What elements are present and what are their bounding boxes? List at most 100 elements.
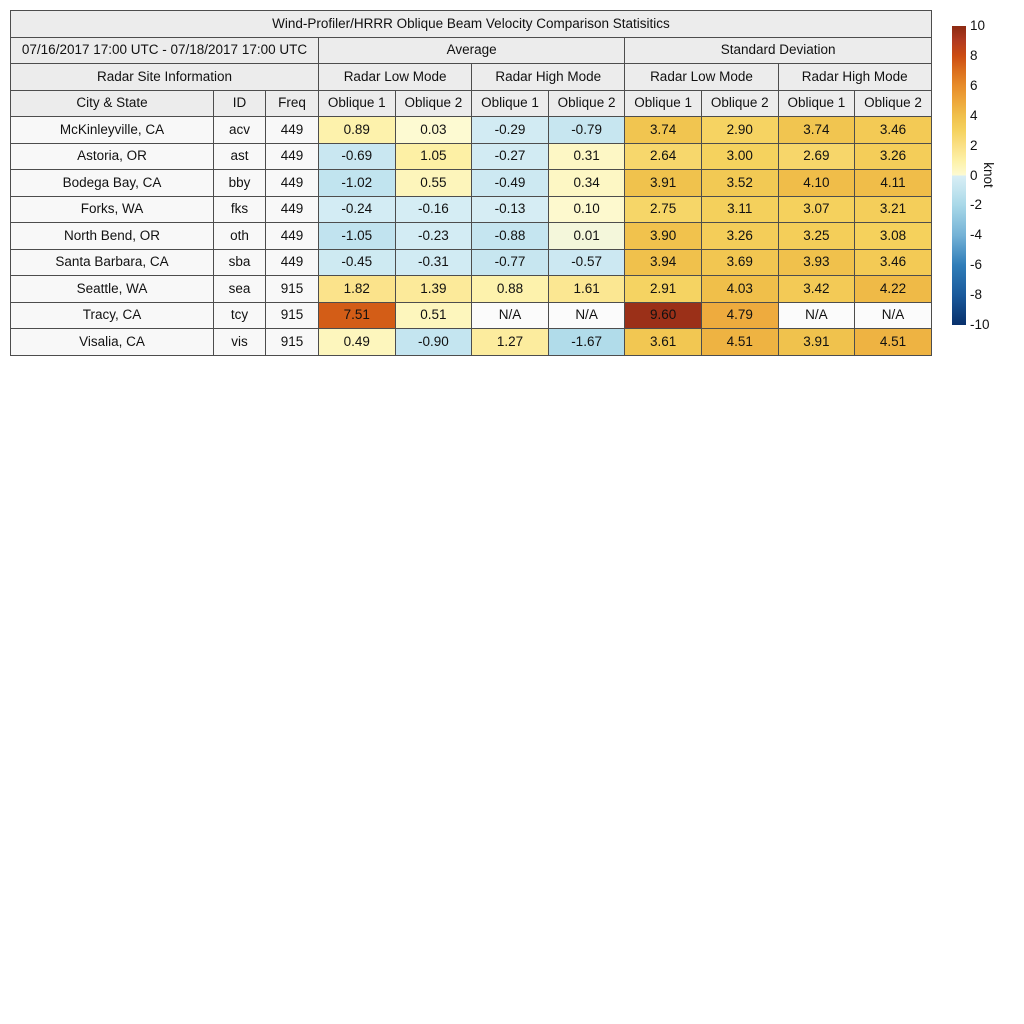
value-cell: 3.07 (778, 196, 855, 223)
column-header-freq: Freq (266, 90, 319, 117)
value-cell: 3.74 (625, 117, 702, 144)
value-cell: 3.61 (625, 329, 702, 356)
figure-canvas: Wind-Profiler/HRRR Oblique Beam Velocity… (0, 0, 1024, 1024)
city-cell: North Bend, OR (11, 223, 214, 250)
value-cell: -0.57 (548, 249, 625, 276)
colorbar (952, 26, 966, 325)
column-header-oblique-3: Oblique 1 (472, 90, 549, 117)
colorbar-tick-label: 8 (970, 48, 1010, 64)
colorbar-unit-label: knot (981, 162, 996, 188)
freq-cell: 449 (266, 249, 319, 276)
value-cell: 3.00 (701, 143, 778, 170)
value-cell: 2.90 (701, 117, 778, 144)
value-cell: 3.46 (855, 249, 932, 276)
column-header-oblique-8: Oblique 2 (855, 90, 932, 117)
colorbar-tick-label: -2 (970, 197, 1010, 213)
value-cell: 4.10 (778, 170, 855, 197)
value-cell: -1.67 (548, 329, 625, 356)
value-cell: 1.82 (319, 276, 396, 303)
value-cell: 3.91 (778, 329, 855, 356)
value-cell: 3.26 (855, 143, 932, 170)
value-cell: 0.55 (395, 170, 472, 197)
column-header-oblique-5: Oblique 1 (625, 90, 702, 117)
value-cell: 3.91 (625, 170, 702, 197)
value-cell: -0.88 (472, 223, 549, 250)
mode-header-std-low: Radar Low Mode (625, 64, 778, 91)
value-cell: 3.25 (778, 223, 855, 250)
freq-cell: 915 (266, 276, 319, 303)
value-cell: N/A (778, 302, 855, 329)
colorbar-tick-label: -10 (970, 317, 1010, 333)
mode-header-std-high: Radar High Mode (778, 64, 931, 91)
table-row: Santa Barbara, CAsba449-0.45-0.31-0.77-0… (11, 249, 932, 276)
value-cell: 1.39 (395, 276, 472, 303)
id-cell: ast (214, 143, 266, 170)
group-header-average: Average (319, 37, 625, 64)
colorbar-tick-label: -4 (970, 227, 1010, 243)
table-row: Forks, WAfks449-0.24-0.16-0.130.102.753.… (11, 196, 932, 223)
id-cell: fks (214, 196, 266, 223)
table-row: Bodega Bay, CAbby449-1.020.55-0.490.343.… (11, 170, 932, 197)
value-cell: 4.51 (855, 329, 932, 356)
column-header-oblique-4: Oblique 2 (548, 90, 625, 117)
value-cell: 0.49 (319, 329, 396, 356)
value-cell: -0.90 (395, 329, 472, 356)
city-cell: Visalia, CA (11, 329, 214, 356)
value-cell: 3.26 (701, 223, 778, 250)
value-cell: 3.69 (701, 249, 778, 276)
group-header-row: 07/16/2017 17:00 UTC - 07/18/2017 17:00 … (11, 37, 932, 64)
value-cell: -0.27 (472, 143, 549, 170)
freq-cell: 449 (266, 223, 319, 250)
freq-cell: 449 (266, 143, 319, 170)
value-cell: -1.02 (319, 170, 396, 197)
value-cell: 0.31 (548, 143, 625, 170)
value-cell: 2.91 (625, 276, 702, 303)
value-cell: 3.74 (778, 117, 855, 144)
value-cell: 4.11 (855, 170, 932, 197)
value-cell: 3.52 (701, 170, 778, 197)
value-cell: N/A (472, 302, 549, 329)
chart-title: Wind-Profiler/HRRR Oblique Beam Velocity… (11, 11, 932, 38)
mode-header-avg-high: Radar High Mode (472, 64, 625, 91)
value-cell: 0.34 (548, 170, 625, 197)
value-cell: 1.61 (548, 276, 625, 303)
value-cell: 3.94 (625, 249, 702, 276)
value-cell: -0.45 (319, 249, 396, 276)
value-cell: -0.13 (472, 196, 549, 223)
table-row: McKinleyville, CAacv4490.890.03-0.29-0.7… (11, 117, 932, 144)
column-header-city: City & State (11, 90, 214, 117)
value-cell: 0.10 (548, 196, 625, 223)
value-cell: 3.42 (778, 276, 855, 303)
value-cell: 2.75 (625, 196, 702, 223)
freq-cell: 449 (266, 170, 319, 197)
colorbar-tick-label: -8 (970, 287, 1010, 303)
value-cell: 0.51 (395, 302, 472, 329)
value-cell: 4.03 (701, 276, 778, 303)
freq-cell: 915 (266, 302, 319, 329)
value-cell: 0.01 (548, 223, 625, 250)
value-cell: 3.11 (701, 196, 778, 223)
value-cell: N/A (548, 302, 625, 329)
table-row: Tracy, CAtcy9157.510.51N/AN/A9.604.79N/A… (11, 302, 932, 329)
colorbar-tick-label: 2 (970, 138, 1010, 154)
mode-header-avg-low: Radar Low Mode (319, 64, 472, 91)
table-row: Visalia, CAvis9150.49-0.901.27-1.673.614… (11, 329, 932, 356)
column-header-oblique-6: Oblique 2 (701, 90, 778, 117)
value-cell: -0.23 (395, 223, 472, 250)
id-cell: oth (214, 223, 266, 250)
city-cell: Astoria, OR (11, 143, 214, 170)
value-cell: -0.24 (319, 196, 396, 223)
value-cell: 2.69 (778, 143, 855, 170)
column-header-row: City & State ID Freq Oblique 1Oblique 2O… (11, 90, 932, 117)
value-cell: 4.51 (701, 329, 778, 356)
value-cell: 4.79 (701, 302, 778, 329)
colorbar-tick-label: -6 (970, 257, 1010, 273)
value-cell: 3.21 (855, 196, 932, 223)
freq-cell: 449 (266, 117, 319, 144)
city-cell: Tracy, CA (11, 302, 214, 329)
value-cell: 1.27 (472, 329, 549, 356)
value-cell: -0.16 (395, 196, 472, 223)
value-cell: -0.31 (395, 249, 472, 276)
freq-cell: 449 (266, 196, 319, 223)
value-cell: -0.69 (319, 143, 396, 170)
